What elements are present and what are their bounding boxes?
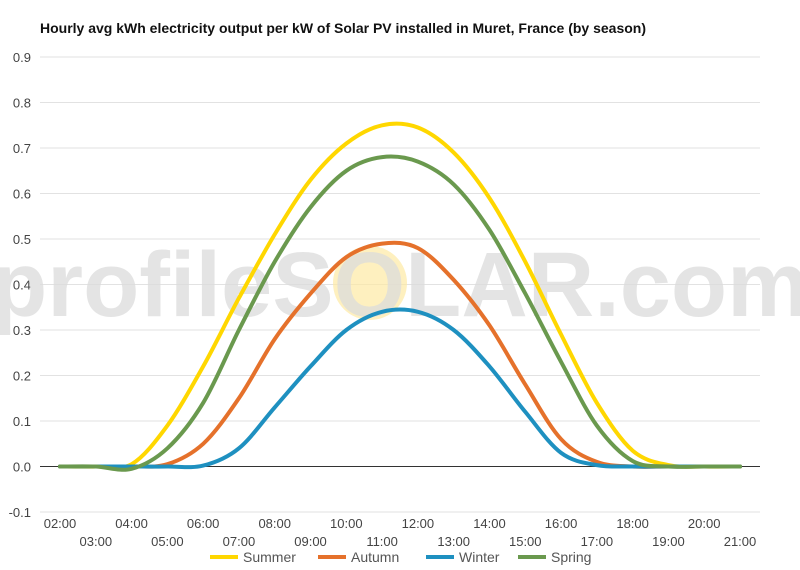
series-line-winter	[58, 307, 742, 470]
series-line-summer	[58, 121, 742, 470]
chart-title: Hourly avg kWh electricity output per kW…	[40, 20, 646, 36]
legend: Summer Autumn Winter Spring	[210, 549, 591, 565]
x-tick-label: 20:00	[688, 516, 721, 531]
y-tick-label: 0.7	[13, 141, 31, 156]
x-tick-label: 08:00	[258, 516, 291, 531]
watermark-sun-icon	[333, 246, 407, 320]
x-tick-label: 16:00	[545, 516, 578, 531]
legend-label-autumn: Autumn	[351, 549, 399, 565]
series-line-spring	[58, 154, 742, 472]
series-lines	[58, 121, 742, 472]
x-tick-label: 15:00	[509, 534, 542, 549]
x-tick-label: 11:00	[366, 534, 398, 549]
x-tick-label: 17:00	[581, 534, 614, 549]
x-tick-label: 13:00	[437, 534, 470, 549]
x-tick-label: 09:00	[294, 534, 327, 549]
x-tick-label: 06:00	[187, 516, 220, 531]
x-tick-label: 04:00	[115, 516, 148, 531]
y-tick-label: 0.3	[13, 323, 31, 338]
x-tick-label: 07:00	[223, 534, 256, 549]
x-tick-label: 02:00	[44, 516, 77, 531]
x-tick-label: 19:00	[652, 534, 685, 549]
x-axis-ticks: 02:0003:0004:0005:0006:0007:0008:0009:00…	[44, 516, 757, 549]
y-tick-label: -0.1	[9, 505, 31, 520]
y-tick-label: 0.0	[13, 460, 31, 475]
legend-label-spring: Spring	[551, 549, 591, 565]
watermark-text: profileSOLAR.com	[0, 234, 800, 336]
x-tick-label: 12:00	[402, 516, 435, 531]
x-tick-label: 03:00	[80, 534, 113, 549]
x-tick-label: 10:00	[330, 516, 363, 531]
y-tick-label: 0.9	[13, 50, 31, 65]
x-tick-label: 14:00	[473, 516, 506, 531]
x-tick-label: 05:00	[151, 534, 184, 549]
legend-label-winter: Winter	[459, 549, 500, 565]
x-tick-label: 21:00	[724, 534, 757, 549]
y-tick-label: 0.4	[13, 278, 31, 293]
y-tick-label: 0.1	[13, 414, 31, 429]
watermark: profileSOLAR.com	[0, 234, 800, 336]
x-tick-label: 18:00	[616, 516, 649, 531]
y-tick-label: 0.8	[13, 96, 31, 111]
y-axis-ticks: -0.1 0.0 0.1 0.2 0.3 0.4 0.5 0.6 0.7 0.8 0.9	[9, 50, 31, 520]
legend-label-summer: Summer	[243, 549, 296, 565]
y-tick-label: 0.5	[13, 232, 31, 247]
y-tick-label: 0.2	[13, 369, 31, 384]
y-tick-label: 0.6	[13, 187, 31, 202]
